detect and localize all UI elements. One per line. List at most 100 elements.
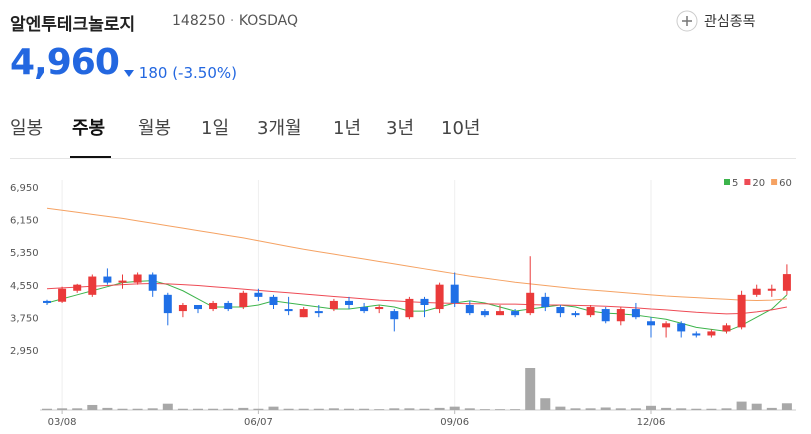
tab-underline <box>70 156 111 158</box>
volume-bar <box>600 407 611 410</box>
volume-bar <box>238 407 249 410</box>
volume-bar <box>570 408 581 410</box>
period-tab[interactable]: 1년 <box>333 118 362 139</box>
y-tick-label: 6,950 <box>10 183 39 194</box>
volume-bar <box>42 408 52 410</box>
period-tab[interactable]: 3개월 <box>257 118 302 139</box>
down-arrow <box>124 70 134 77</box>
candle-body <box>390 311 399 320</box>
volume-bar <box>147 408 158 410</box>
y-tick-label: 5,350 <box>10 248 39 259</box>
volume-bar <box>87 404 98 410</box>
candle-body <box>163 294 172 314</box>
candle-body <box>511 311 520 316</box>
candle-body <box>737 294 746 328</box>
period-tab[interactable]: 10년 <box>441 118 481 139</box>
ma-line <box>46 282 787 315</box>
period-tab[interactable]: 3년 <box>386 118 415 139</box>
volume-bar <box>585 408 596 410</box>
volume-bar <box>615 408 626 410</box>
period-tab[interactable]: 1일 <box>201 118 230 139</box>
market: KOSDAQ <box>238 13 299 29</box>
volume-bar <box>404 408 415 410</box>
candle-body <box>480 311 489 316</box>
volume-bar <box>208 408 219 410</box>
volume-bar <box>464 408 475 410</box>
candle-body <box>254 292 263 297</box>
volume-bar <box>630 408 641 410</box>
volume-bar <box>132 408 143 410</box>
volume-bar <box>781 403 792 410</box>
candle-body <box>616 309 625 322</box>
volume-bar <box>706 408 717 410</box>
candle-body <box>692 333 701 336</box>
volume-bar <box>540 398 551 410</box>
volume-bar <box>283 408 294 410</box>
x-tick-label: 12/06 <box>637 417 666 428</box>
period-tab[interactable]: 월봉 <box>138 118 172 139</box>
volume-bar <box>57 408 68 410</box>
volume-bar <box>177 408 188 410</box>
candle-body <box>677 323 686 332</box>
candle-body <box>752 288 761 295</box>
volume-bar <box>193 408 203 410</box>
legend-label: 20 <box>752 178 765 189</box>
volume-bar <box>102 407 113 410</box>
y-tick-label: 3,750 <box>10 313 39 324</box>
volume-bar <box>389 408 400 410</box>
volume-bar <box>359 408 370 410</box>
volume-bar <box>162 403 173 410</box>
volume-bar <box>555 406 566 410</box>
change-percent: (-3.50%) <box>172 64 237 82</box>
volume-bar <box>721 408 732 410</box>
volume-bar <box>268 406 279 410</box>
candle-body <box>43 300 51 303</box>
candle-body <box>435 284 444 310</box>
candle-body <box>73 284 82 291</box>
candle-body <box>88 276 97 295</box>
volume-bar <box>223 408 234 410</box>
candle-body <box>103 276 112 283</box>
candle-body <box>586 307 595 316</box>
volume-bar <box>661 407 672 410</box>
change-amount: 180 <box>138 64 168 82</box>
candle-body <box>405 298 414 318</box>
candle-body <box>722 325 731 332</box>
candle-body <box>299 309 308 318</box>
volume-bar <box>525 368 536 410</box>
ma-line <box>46 280 788 332</box>
volume-bar <box>479 409 490 410</box>
candle-body <box>420 298 429 305</box>
y-tick-label: 4,550 <box>10 281 39 292</box>
volume-bar <box>298 408 309 410</box>
stock-info: 148250 · KOSDAQ <box>172 13 298 29</box>
watch-button[interactable]: 관심종목 <box>676 10 756 32</box>
volume-bar <box>736 401 747 410</box>
separator: · <box>229 13 235 29</box>
candle-body <box>178 304 187 312</box>
candle-body <box>329 300 338 310</box>
candle-body <box>194 304 202 310</box>
candle-body <box>450 284 459 303</box>
volume-bar <box>374 409 385 410</box>
y-tick-label: 2,950 <box>10 346 39 357</box>
legend-swatch <box>771 179 778 185</box>
period-tab[interactable]: 주봉 <box>72 118 106 139</box>
volume-bar <box>344 408 354 410</box>
candle-body <box>601 309 610 322</box>
volume-bar <box>72 408 83 410</box>
volume-bar <box>117 408 128 410</box>
watch-label: 관심종목 <box>704 14 756 30</box>
candle-body <box>148 274 157 291</box>
volume-bar <box>419 408 430 410</box>
candle-body <box>647 321 655 326</box>
volume-bar <box>328 408 339 410</box>
period-tab[interactable]: 일봉 <box>10 118 44 139</box>
volume-bar <box>751 403 762 410</box>
ma-line <box>46 207 787 302</box>
candle-body <box>58 288 67 302</box>
x-tick-label: 09/06 <box>440 417 469 428</box>
stock-code: 148250 <box>172 13 226 29</box>
